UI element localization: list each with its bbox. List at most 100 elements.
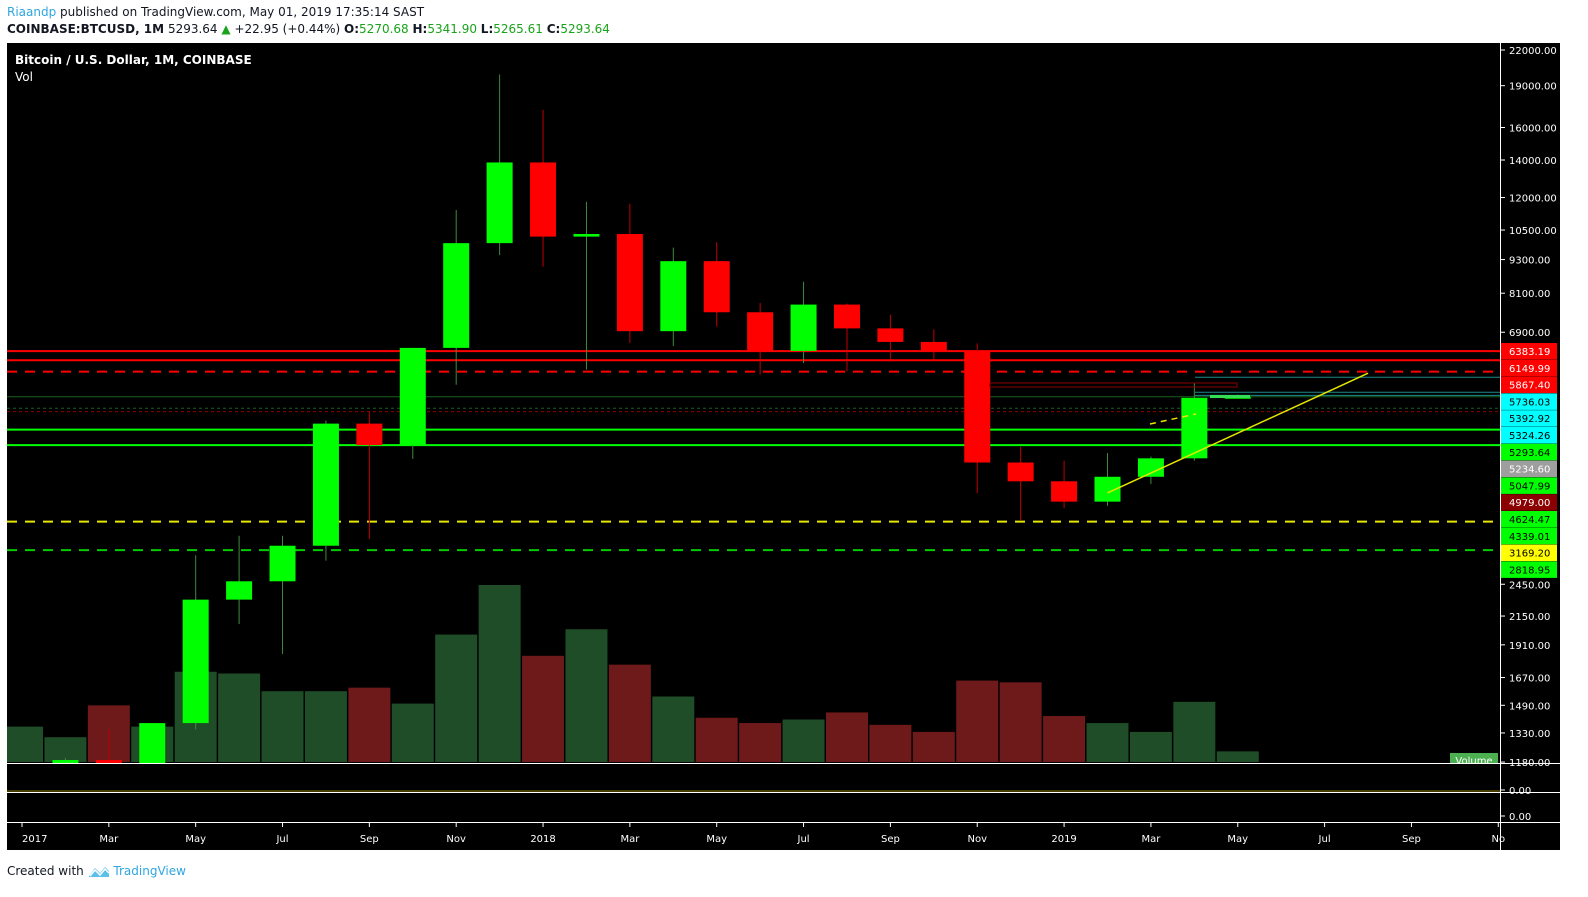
time-tick-label: May (185, 834, 206, 845)
volume-bar (522, 655, 565, 762)
volume-bar (478, 585, 521, 762)
candle-body (95, 760, 122, 763)
price-tick-label: 2150.00 (1509, 612, 1550, 623)
volume-badge-label: Volume (1455, 756, 1492, 767)
level-label-bg (1501, 527, 1557, 545)
price-change: +22.95 (+0.44%) (234, 22, 341, 36)
level-label-bg (1501, 561, 1557, 578)
candle-body (877, 328, 904, 342)
sub-pane-tick: 0.00 (1509, 786, 1531, 797)
tradingview-logo-icon (88, 867, 110, 877)
level-label-bg (1501, 427, 1557, 444)
price-tick-label: 9300.00 (1509, 256, 1550, 267)
price-tick-label: 6900.00 (1509, 328, 1550, 339)
price-axis[interactable]: 22000.00 19000.00 16000.00 14000.00 12000.00… (1500, 46, 1557, 769)
level-label-bg (1501, 393, 1557, 410)
price-tick-label: 14000.00 (1509, 156, 1557, 167)
created-with: Created with (7, 864, 84, 878)
level-label-bg (1501, 376, 1557, 394)
time-tick-label: Mar (620, 834, 640, 845)
close-value: 5293.64 (560, 22, 610, 36)
candle-body (139, 723, 166, 763)
level-label: 6383.19 (1509, 347, 1550, 358)
symbol: COINBASE:BTCUSD, 1M (7, 22, 165, 36)
time-tick-label: Jul (275, 834, 288, 845)
drawings (989, 372, 1369, 494)
level-label-bg (1501, 477, 1557, 494)
level-label-bg (1501, 511, 1557, 528)
level-label: 5736.03 (1509, 397, 1550, 408)
high-label: H: (412, 22, 428, 36)
candle-body (833, 304, 860, 329)
time-axis[interactable]: 2017 Mar May Jul Sep Nov 2018 Mar May Jul Sep Nov 20… (21, 823, 1505, 845)
candle-body (269, 545, 296, 582)
level-label: 5293.64 (1509, 448, 1550, 459)
volume-bar (44, 737, 87, 762)
volume-bar (999, 682, 1042, 762)
time-tick-label: May (706, 834, 727, 845)
level-label-bg (1501, 343, 1557, 360)
level-label: 4979.00 (1509, 498, 1550, 509)
price-tick-label: 22000.00 (1509, 46, 1557, 57)
level-label-bg (1501, 410, 1557, 427)
forecast-marker (1210, 395, 1250, 398)
candle-body (486, 162, 513, 244)
time-tick-label: Mar (1141, 834, 1161, 845)
volume-bar (825, 712, 868, 762)
volume-bar (1129, 731, 1172, 762)
time-tick-label: Sep (360, 834, 379, 845)
time-tick-label: Nov (446, 834, 466, 845)
level-labels: 6383.19 6149.99 5867.40 5736.03 5392.92 5324.… (1501, 343, 1557, 578)
level-label: 5324.26 (1509, 431, 1550, 442)
volume-bar (304, 691, 347, 762)
candle-body (530, 162, 557, 237)
volume-bars (7, 585, 1259, 762)
candle-body (1051, 481, 1078, 502)
level-label: 4339.01 (1509, 532, 1550, 543)
author-link[interactable]: Riaandp (7, 5, 57, 19)
rectangle-drawing (989, 382, 1238, 388)
price-tick-label: 19000.00 (1509, 82, 1557, 93)
time-tick-label: Sep (881, 834, 900, 845)
volume-bar (956, 680, 999, 762)
last-price: 5293.64 (167, 22, 218, 36)
level-label: 5392.92 (1509, 414, 1550, 425)
symbol-info: COINBASE:BTCUSD, 1M 5293.64 ▲ +22.95 (+0… (7, 22, 610, 36)
candle-body (573, 234, 600, 237)
volume-bar (348, 687, 391, 762)
level-label-bg (1501, 359, 1557, 377)
level-label: 5234.60 (1509, 465, 1550, 476)
candle-body (703, 261, 730, 313)
level-label: 3169.20 (1509, 549, 1550, 560)
price-tick-label: 1180.00 (1509, 758, 1550, 769)
candle-body (443, 243, 470, 348)
volume-bar (261, 691, 304, 762)
candle-body (312, 423, 339, 546)
candle-body (747, 312, 774, 351)
publish-text: published on TradingView.com, May 01, 20… (60, 5, 425, 19)
volume-bar (1086, 723, 1129, 762)
time-tick-label: 2019 (1051, 834, 1076, 845)
trendline (1107, 372, 1369, 494)
high-value: 5341.90 (427, 22, 477, 36)
level-label-bg (1501, 544, 1557, 562)
sub-pane-tick: 0.00 (1509, 812, 1531, 823)
candle-body (964, 351, 991, 463)
level-lines (7, 350, 1500, 552)
price-tick-label: 1670.00 (1509, 674, 1550, 685)
sub-pane-axis: 0.00 0.00 (1500, 786, 1531, 823)
volume-bar (608, 664, 651, 762)
candle-body (790, 304, 817, 351)
time-tick-label: Jul (797, 834, 810, 845)
candle-body (356, 423, 383, 446)
candle-body (1137, 458, 1164, 477)
indicator-label[interactable]: Vol (15, 70, 33, 84)
price-tick-label: 2450.00 (1509, 580, 1550, 591)
close-label: C: (546, 22, 561, 36)
up-arrow-icon: ▲ (221, 22, 231, 36)
price-tick-label: 1330.00 (1509, 729, 1550, 740)
chart-title: Bitcoin / U.S. Dollar, 1M, COINBASE (15, 53, 252, 67)
tradingview-link[interactable]: TradingView (113, 864, 186, 878)
level-label: 5867.40 (1509, 381, 1550, 392)
